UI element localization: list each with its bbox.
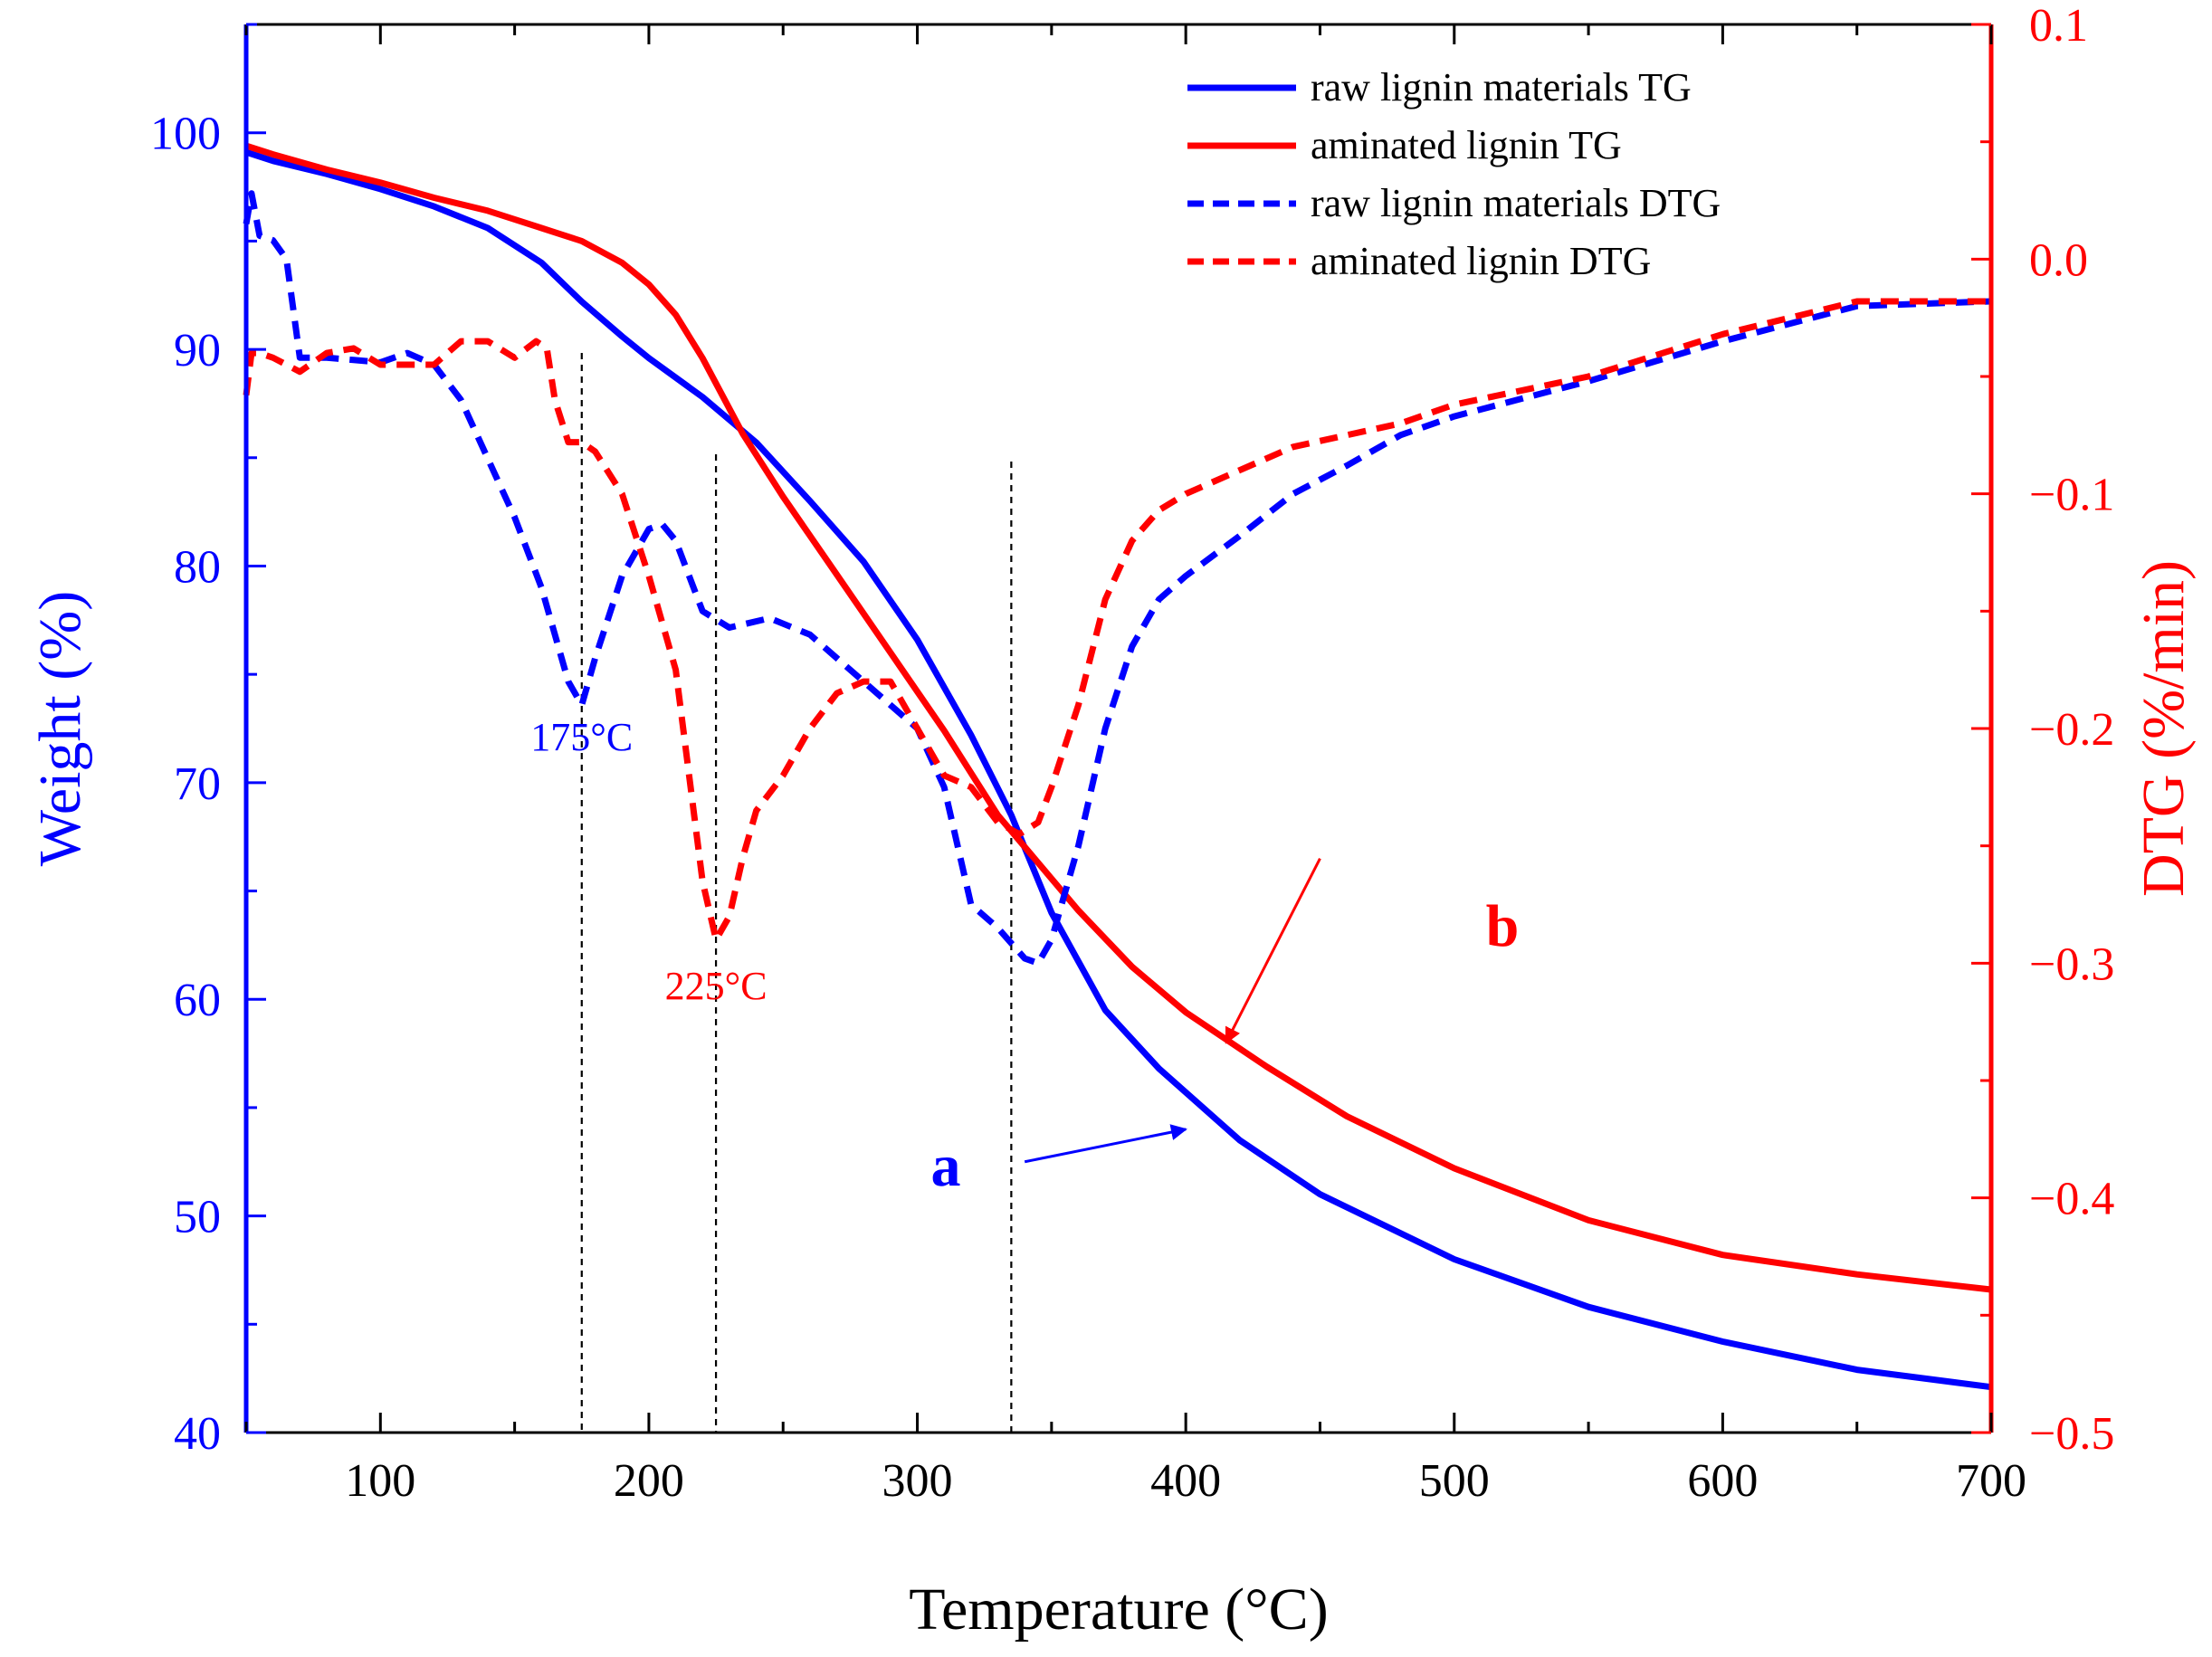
y-left-tick-label: 100 [150, 109, 221, 160]
y-right-tick-label: −0.3 [2029, 938, 2114, 990]
series-line-raw-lignin-materials-dtg [243, 190, 1992, 967]
legend-label: aminated lignin DTG [1311, 239, 1651, 283]
y-left-tick-label: 80 [174, 541, 221, 593]
series-line-aminated-lignin-dtg [243, 298, 1991, 943]
y-left-tick-label: 50 [174, 1192, 221, 1243]
y-right-tick-label: 0.1 [2029, 0, 2088, 52]
legend: raw lignin materials TG aminated lignin T… [1187, 65, 1721, 283]
legend-label: aminated lignin TG [1311, 123, 1622, 167]
x-tick-label: 200 [614, 1455, 684, 1507]
marker-letter-a: a [931, 1133, 961, 1199]
x-tick-label: 400 [1150, 1455, 1221, 1507]
x-tick-label: 600 [1687, 1455, 1758, 1507]
y-right-tick-label: −0.1 [2029, 470, 2114, 521]
x-tick-label: 700 [1956, 1455, 2026, 1507]
marker-arrow-b [1225, 857, 1321, 1044]
y-right-axis-title: DTG (%/min) [2131, 560, 2197, 897]
x-tick-label: 500 [1419, 1455, 1490, 1507]
series-line-aminated-lignin-tg [244, 142, 1992, 1293]
x-tick-label: 100 [345, 1455, 415, 1507]
x-tick-label: 300 [882, 1455, 953, 1507]
annotation-label: 175°C [530, 715, 633, 759]
series-line-raw-lignin-materials-tg [244, 148, 1992, 1391]
legend-label: raw lignin materials TG [1311, 65, 1692, 110]
x-axis-title: Temperature (°C) [909, 1576, 1328, 1643]
y-left-tick-label: 90 [174, 325, 221, 376]
y-right-tick-label: −0.2 [2029, 704, 2114, 756]
axes-frame [243, 23, 1994, 1434]
marker-letter-b: b [1486, 893, 1520, 959]
marker-arrow-a [1024, 1124, 1187, 1164]
ticks-group [244, 23, 1993, 1434]
y-left-tick-label: 40 [174, 1408, 221, 1460]
y-right-tick-label: −0.5 [2029, 1408, 2114, 1460]
y-left-tick-label: 60 [174, 975, 221, 1026]
y-right-tick-label: 0.0 [2029, 234, 2088, 286]
y-right-tick-label: −0.4 [2029, 1174, 2114, 1225]
guide-lines [580, 353, 1013, 1433]
annotation-label: 225°C [665, 964, 768, 1008]
y-left-tick-label: 70 [174, 758, 221, 810]
series-group [243, 142, 1992, 1391]
legend-label: raw lignin materials DTG [1311, 181, 1721, 225]
y-left-axis-title: Weight (%) [27, 591, 93, 866]
text-group: 100 200 300 400 500 600 700 40 50 60 70 80 90 100 −0.5… [27, 0, 2197, 1643]
